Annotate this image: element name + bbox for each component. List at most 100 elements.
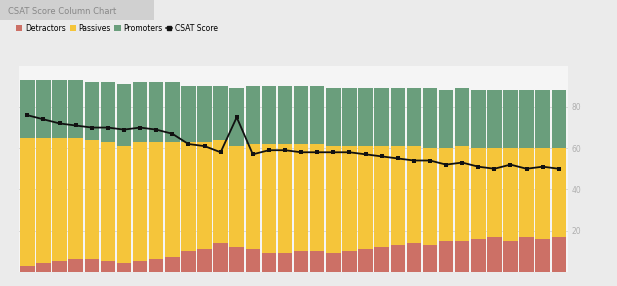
Bar <box>326 253 341 272</box>
Bar <box>391 146 405 245</box>
Bar <box>52 80 67 138</box>
Bar <box>52 261 67 272</box>
Bar <box>278 86 292 144</box>
Bar <box>246 249 260 272</box>
Bar <box>423 148 437 245</box>
Bar <box>133 142 147 261</box>
Bar <box>85 140 99 259</box>
Bar <box>117 146 131 263</box>
Bar <box>85 82 99 140</box>
Bar <box>101 82 115 142</box>
Bar <box>520 237 534 272</box>
Bar <box>101 261 115 272</box>
Bar <box>358 249 373 272</box>
Bar <box>117 84 131 146</box>
Bar <box>455 88 470 146</box>
Bar <box>503 90 518 148</box>
Bar <box>213 86 228 140</box>
Bar <box>149 142 164 259</box>
Bar <box>342 146 357 251</box>
Bar <box>326 146 341 253</box>
Bar <box>471 148 486 239</box>
Bar <box>181 142 196 251</box>
Bar <box>68 80 83 138</box>
Bar <box>423 88 437 148</box>
Bar <box>262 253 276 272</box>
Bar <box>552 148 566 237</box>
Bar <box>68 138 83 259</box>
Bar <box>246 144 260 249</box>
Bar <box>36 80 51 138</box>
Bar <box>262 86 276 144</box>
Bar <box>294 251 308 272</box>
Bar <box>230 88 244 146</box>
Bar <box>391 88 405 146</box>
Bar <box>536 148 550 239</box>
Bar <box>213 140 228 243</box>
Bar <box>230 146 244 247</box>
Bar <box>423 245 437 272</box>
Bar <box>117 263 131 272</box>
Bar <box>85 259 99 272</box>
Bar <box>439 241 453 272</box>
Bar <box>503 241 518 272</box>
Bar <box>20 265 35 272</box>
Bar <box>262 144 276 253</box>
Bar <box>197 249 212 272</box>
Bar <box>181 86 196 142</box>
Bar <box>520 148 534 237</box>
Bar <box>439 90 453 148</box>
Bar <box>358 88 373 146</box>
Bar <box>310 251 325 272</box>
Bar <box>310 86 325 144</box>
Bar <box>358 146 373 249</box>
Bar <box>552 237 566 272</box>
Bar <box>278 144 292 253</box>
Bar <box>455 241 470 272</box>
Bar <box>165 257 180 272</box>
Bar <box>197 86 212 142</box>
Bar <box>407 88 421 146</box>
Text: CSAT Score Column Chart: CSAT Score Column Chart <box>7 7 116 15</box>
Bar <box>455 146 470 241</box>
Bar <box>375 146 389 247</box>
Bar <box>246 86 260 144</box>
Bar <box>181 251 196 272</box>
Bar <box>294 144 308 251</box>
Bar <box>197 142 212 249</box>
Bar <box>552 90 566 148</box>
Bar <box>407 243 421 272</box>
Bar <box>375 247 389 272</box>
Bar <box>36 138 51 263</box>
Bar <box>487 90 502 148</box>
Bar <box>165 82 180 142</box>
Bar <box>68 259 83 272</box>
Bar <box>407 146 421 243</box>
Bar <box>20 138 35 265</box>
Bar <box>342 88 357 146</box>
Bar <box>391 245 405 272</box>
Bar <box>536 90 550 148</box>
Bar <box>230 247 244 272</box>
Bar <box>487 237 502 272</box>
Bar <box>294 86 308 144</box>
Bar <box>149 82 164 142</box>
Bar <box>20 80 35 138</box>
Bar <box>471 90 486 148</box>
Bar <box>471 239 486 272</box>
Legend: Detractors, Passives, Promoters, CSAT Score: Detractors, Passives, Promoters, CSAT Sc… <box>16 24 218 33</box>
Bar <box>165 142 180 257</box>
Bar <box>149 259 164 272</box>
Bar <box>503 148 518 241</box>
Bar <box>52 138 67 261</box>
Bar <box>133 82 147 142</box>
Bar <box>342 251 357 272</box>
Bar <box>326 88 341 146</box>
Bar <box>439 148 453 241</box>
Bar <box>375 88 389 146</box>
Bar <box>36 263 51 272</box>
Bar <box>520 90 534 148</box>
Bar <box>133 261 147 272</box>
Bar <box>101 142 115 261</box>
Bar <box>487 148 502 237</box>
